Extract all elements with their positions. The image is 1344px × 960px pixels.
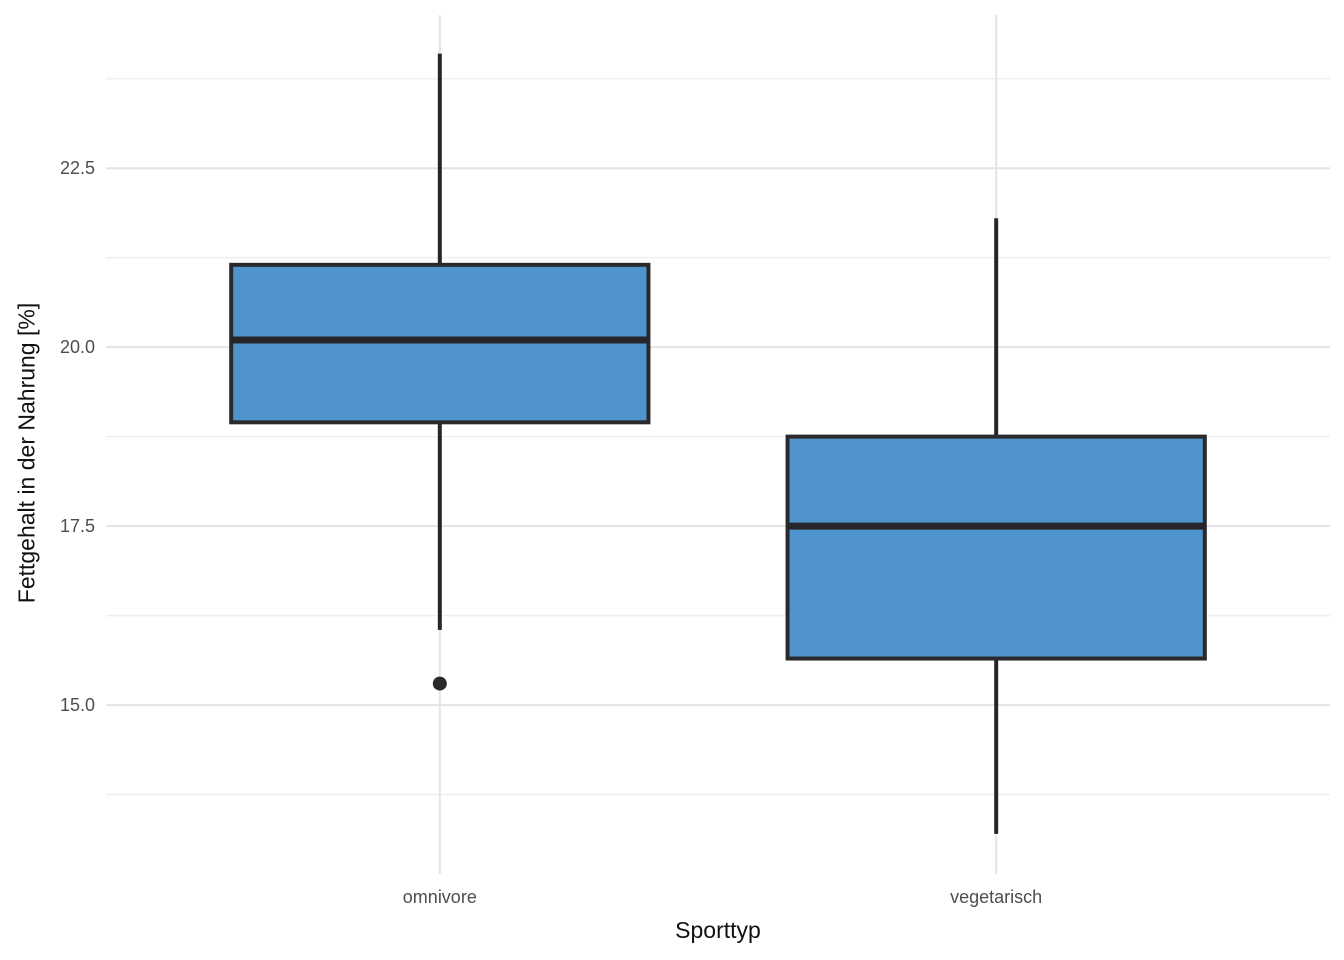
y-tick-label: 22.5 — [59, 158, 95, 179]
box-iqr — [229, 262, 651, 425]
y-tick-label: 20.0 — [59, 337, 95, 358]
y-tick-label: 15.0 — [59, 695, 95, 716]
x-axis-title: Sporttyp — [675, 917, 761, 943]
x-tick-label: omnivore — [402, 887, 477, 907]
y-axis-title: Fettgehalt in der Nahrung [%] — [13, 302, 40, 604]
x-tick-label: vegetarisch — [950, 887, 1043, 907]
outlier-point — [432, 676, 447, 691]
y-tick-label: 17.5 — [59, 516, 95, 537]
box-iqr — [785, 434, 1207, 661]
